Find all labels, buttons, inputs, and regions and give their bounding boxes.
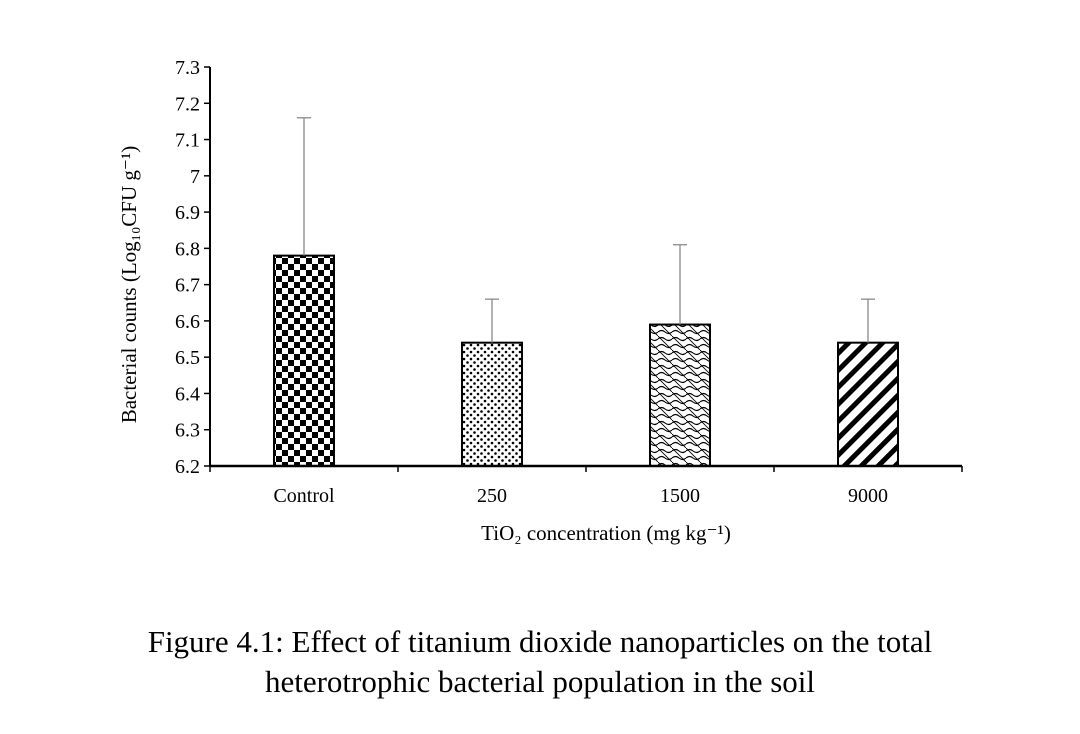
y-tick-label: 6.5: [175, 347, 200, 369]
y-tick-label: 6.3: [175, 420, 200, 442]
figure-caption: Figure 4.1: Effect of titanium dioxide n…: [0, 622, 1080, 702]
bar-250: [461, 341, 523, 467]
y-axis-title: Bacterial counts (Log₁₀CFU g⁻¹): [117, 146, 141, 424]
y-tick-label: 7.2: [175, 93, 200, 115]
x-tick-label: 9000: [848, 485, 888, 507]
y-tick-label: 6.8: [175, 238, 200, 260]
y-tick-label: 7.1: [175, 130, 200, 152]
caption-line-1: Figure 4.1: Effect of titanium dioxide n…: [147, 624, 933, 659]
y-tick-label: 6.6: [175, 311, 200, 333]
x-tick-label: 250: [477, 485, 507, 507]
bars: [273, 254, 899, 468]
bar-chart: 6.2 6.3 6.4 6.5 6.6 6.7 6.8 6.9 7 7.1 7.2 7.3 Contr…: [117, 57, 963, 545]
category-labels: Control 250 1500 9000: [273, 485, 888, 507]
y-tick-label: 6.9: [175, 202, 200, 224]
y-tick-label: 7.3: [175, 57, 200, 79]
error-bars: [297, 117, 875, 343]
x-axis-title: TiO₂ concentration (mg kg⁻¹): [481, 521, 731, 545]
y-tick-label: 7: [190, 166, 200, 188]
x-tick-label: Control: [273, 485, 335, 507]
bar-control: [273, 254, 335, 467]
y-tick-label: 6.4: [175, 383, 200, 405]
y-axis-ticks: 6.2 6.3 6.4 6.5 6.6 6.7 6.8 6.9 7 7.1 7.2 7.3: [175, 57, 210, 478]
x-axis-ticks: [209, 466, 963, 472]
bar-1500: [649, 323, 711, 468]
y-tick-label: 6.2: [175, 456, 200, 478]
caption-line-2: heterotrophic bacterial population in th…: [264, 664, 816, 699]
x-tick-label: 1500: [660, 485, 700, 507]
bar-9000: [837, 341, 899, 467]
y-tick-label: 6.7: [175, 275, 200, 297]
